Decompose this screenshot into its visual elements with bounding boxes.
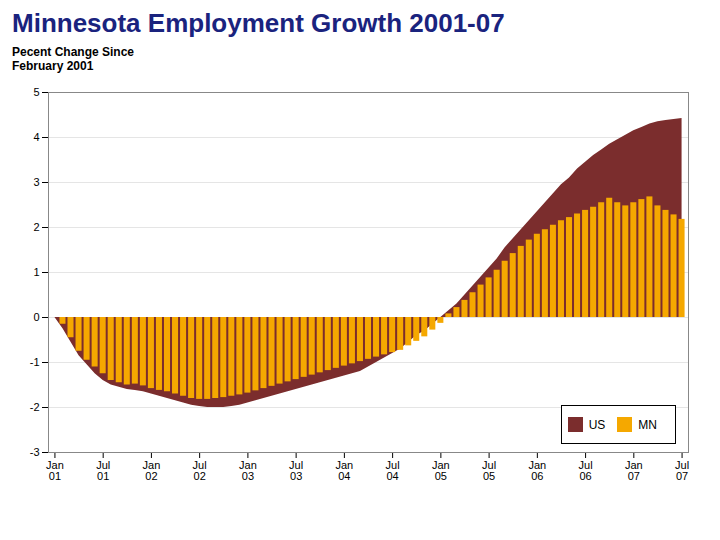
- svg-text:Jul03: Jul03: [289, 459, 303, 482]
- svg-text:1: 1: [33, 266, 39, 278]
- svg-text:Jan04: Jan04: [336, 459, 354, 482]
- svg-text:3: 3: [33, 176, 39, 188]
- svg-text:-3: -3: [30, 446, 40, 458]
- html-text:Pecent Change Since February 2: Pecent Change Since February 2001: [12, 45, 134, 73]
- svg-text:0: 0: [33, 311, 39, 323]
- svg-text:2: 2: [33, 221, 39, 233]
- svg-text:Jan05: Jan05: [432, 459, 450, 482]
- svg-text:Jul01: Jul01: [96, 459, 110, 482]
- svg-text:Jan01: Jan01: [46, 459, 64, 482]
- svg-text:Jul02: Jul02: [193, 459, 207, 482]
- svg-text:Jan06: Jan06: [528, 459, 546, 482]
- svg-text:4: 4: [33, 131, 39, 143]
- svg-text:Jan07: Jan07: [625, 459, 643, 482]
- svg-text:5: 5: [33, 86, 39, 98]
- svg-text:Jul06: Jul06: [579, 459, 593, 482]
- svg-text:-1: -1: [30, 356, 40, 368]
- svg-text:Jan02: Jan02: [143, 459, 161, 482]
- html-text:US: US: [588, 417, 606, 432]
- svg-text:Jul07: Jul07: [675, 459, 689, 482]
- svg-text:Jan03: Jan03: [239, 459, 257, 482]
- html-text:Minnesota Employment Growth 20: Minnesota Employment Growth 2001-07: [12, 8, 505, 38]
- html-text:MN: MN: [638, 417, 657, 432]
- svg-text:-2: -2: [30, 401, 40, 413]
- svg-text:Jul04: Jul04: [386, 459, 400, 482]
- svg-text:Jul05: Jul05: [482, 459, 496, 482]
